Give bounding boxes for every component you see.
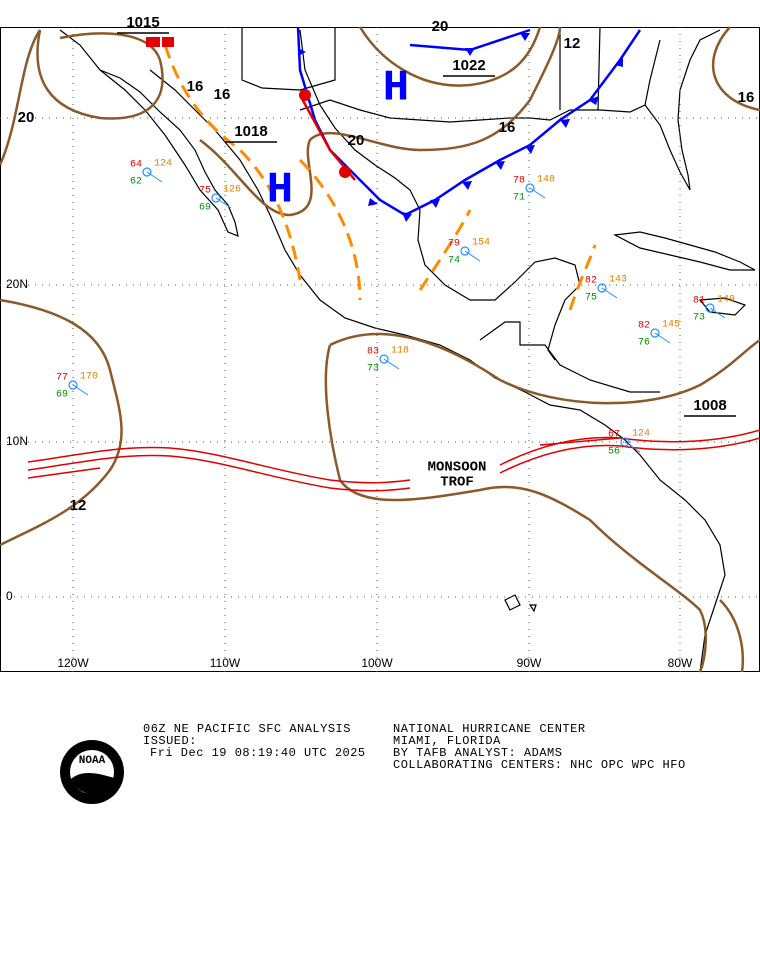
lon-label: 100W: [361, 656, 393, 670]
isobar-label: 1018: [234, 123, 267, 140]
isobar-label: 1015: [126, 14, 159, 31]
station-pressure: 148: [537, 175, 555, 186]
isobar-label: 20: [432, 18, 449, 35]
footer-right: MIAMI, FLORIDA: [393, 734, 501, 748]
footer-left: ISSUED:: [143, 734, 197, 748]
lon-label: 120W: [57, 656, 89, 670]
isobar-label: 16: [214, 86, 231, 103]
isobar-label: 1008: [693, 397, 726, 414]
station-temp: 83: [367, 347, 379, 358]
station-marker: [460, 246, 470, 256]
station-marker: [525, 183, 535, 193]
station-dew: 73: [693, 313, 705, 324]
fronts: [146, 26, 642, 222]
station-marker: [597, 283, 607, 293]
footer-right: NATIONAL HURRICANE CENTER: [393, 722, 586, 736]
station-temp: 78: [513, 176, 525, 187]
footer-right: COLLABORATING CENTERS: NHC OPC WPC HFO: [393, 758, 686, 772]
station-temp: 82: [585, 276, 597, 287]
wind-barb: [383, 358, 400, 370]
high-center: H: [383, 64, 409, 114]
station-marker: [650, 328, 660, 338]
station-temp: 81: [693, 296, 705, 307]
station-dew: 76: [638, 338, 650, 349]
footer-left: 06Z NE PACIFIC SFC ANALYSIS: [143, 722, 351, 736]
isobar-label: 16: [187, 78, 204, 95]
station-pressure: 124: [154, 159, 172, 170]
wind-barb: [529, 187, 546, 199]
lon-label: 80W: [668, 656, 693, 670]
station-marker: [68, 380, 78, 390]
station-pressure: 143: [609, 275, 627, 286]
wind-barb: [72, 384, 89, 396]
wind-barb: [709, 307, 726, 319]
station-dew: 73: [367, 364, 379, 375]
logo-text: NOAA: [79, 755, 106, 767]
grid-dots: [0, 27, 760, 672]
station-marker: [211, 193, 221, 203]
wind-barb: [464, 250, 481, 262]
station-temp: 82: [638, 321, 650, 332]
station-temp: 64: [130, 160, 142, 171]
station-dew: 71: [513, 193, 525, 204]
station-pressure: 149: [717, 295, 735, 306]
monsoon-trough: [27, 429, 760, 492]
high-center: H: [267, 166, 293, 216]
isobar-label: 1022: [452, 57, 485, 74]
station-dew: 69: [199, 203, 211, 214]
isobar-label: 20: [18, 109, 35, 126]
station-marker: [142, 167, 152, 177]
coastlines: [59, 26, 756, 673]
wind-barb: [215, 197, 232, 209]
station-temp: 67: [608, 430, 620, 441]
station-dew: 69: [56, 390, 68, 401]
noaa-logo: NOAA: [60, 740, 124, 804]
footer: NOAA 06Z NE PACIFIC SFC ANALYSISISSUED:F…: [60, 722, 686, 804]
station-pressure: 126: [223, 185, 241, 196]
lat-label: 10N: [6, 434, 28, 448]
map-frame: [0, 27, 760, 672]
station-temp: 75: [199, 186, 211, 197]
isobars: [0, 26, 760, 673]
footer-left: Fri Dec 19 08:19:40 UTC 2025: [150, 746, 366, 760]
monsoon-label: TROF: [440, 475, 474, 491]
station-dew: 62: [130, 177, 142, 188]
lat-label: 20N: [6, 277, 28, 291]
station-pressure: 154: [472, 238, 490, 249]
isobar-label: 20: [348, 132, 365, 149]
troughs: [163, 44, 597, 311]
isobar-label: 16: [738, 89, 755, 106]
station-pressure: 145: [662, 320, 680, 331]
station-marker: [705, 303, 715, 313]
wind-barb: [654, 332, 671, 344]
station-pressure: 124: [632, 429, 650, 440]
station-dew: 74: [448, 256, 460, 267]
station-pressure: 118: [391, 346, 409, 357]
station-pressure: 170: [80, 372, 98, 383]
wind-barb: [624, 441, 641, 453]
wind-barb: [146, 171, 163, 183]
lon-label: 90W: [517, 656, 542, 670]
station-dew: 75: [585, 293, 597, 304]
station-marker: [379, 354, 389, 364]
isobar-label: 12: [70, 497, 87, 514]
wind-barb: [601, 287, 618, 299]
monsoon-label: MONSOON: [428, 460, 487, 476]
station-temp: 77: [56, 373, 68, 384]
station-dew: 56: [608, 447, 620, 458]
footer-right: BY TAFB ANALYST: ADAMS: [393, 746, 562, 760]
station-temp: 79: [448, 239, 460, 250]
isobar-label: 12: [564, 35, 581, 52]
lon-label: 110W: [210, 656, 241, 670]
lat-label: 0: [6, 589, 13, 603]
station-marker: [620, 437, 630, 447]
isobar-label: 16: [499, 119, 516, 136]
